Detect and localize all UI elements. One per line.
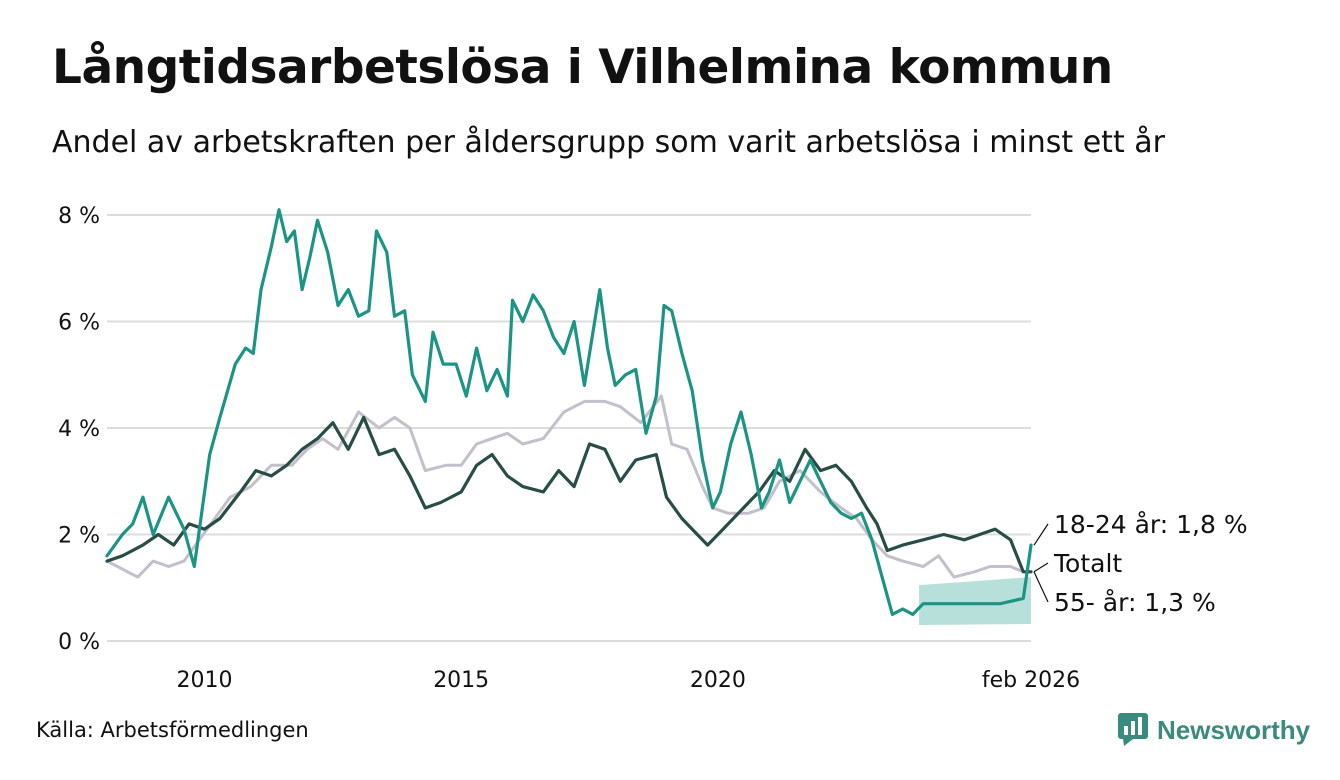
x-tick-label: feb 2026 (982, 668, 1080, 693)
newsworthy-logo-icon (1118, 713, 1148, 746)
source-note: Källa: Arbetsförmedlingen (36, 718, 309, 742)
y-tick-label: 0 % (58, 630, 100, 655)
chart-subtitle: Andel av arbetskraften per åldersgrupp s… (52, 125, 1165, 160)
x-tick-label: 2015 (433, 668, 489, 693)
end-label-old: 55- år: 1,3 % (1054, 588, 1216, 617)
end-label-total: Totalt (1053, 549, 1122, 578)
label-connector (1033, 571, 1049, 603)
uncertainty-band-layer (919, 577, 1031, 625)
y-tick-label: 8 % (58, 204, 100, 229)
chart-title: Långtidsarbetslösa i Vilhelmina kommun (52, 40, 1113, 95)
series-line-total (105, 394, 1033, 579)
uncertainty-band (919, 577, 1031, 625)
series-line-old (105, 415, 1033, 574)
y-axis-tick-labels: 0 % 2 % 4 % 6 % 8 % (58, 204, 100, 655)
x-tick-label: 2020 (690, 668, 746, 693)
line-chart: 0 % 2 % 4 % 6 % 8 % 2010 2015 2020 feb 2026 Tot… (58, 204, 1248, 693)
x-tick-label: 2010 (177, 668, 233, 693)
y-tick-label: 6 % (58, 311, 100, 336)
y-tick-label: 2 % (58, 524, 100, 549)
end-labels: Totalt 55- år: 1,3 % 18-24 år: 1,8 % (1033, 510, 1248, 617)
y-tick-label: 4 % (58, 417, 100, 442)
newsworthy-logo: Newsworthy (1118, 713, 1310, 747)
x-axis-tick-labels: 2010 2015 2020 feb 2026 (177, 668, 1081, 693)
end-label-young: 18-24 år: 1,8 % (1054, 510, 1248, 539)
label-connector (1033, 523, 1049, 546)
brand-name: Newsworthy (1157, 714, 1311, 745)
series-lines (105, 208, 1033, 616)
grid-lines (107, 214, 1031, 642)
label-connector (1033, 562, 1049, 573)
series-line-young (105, 208, 1033, 616)
